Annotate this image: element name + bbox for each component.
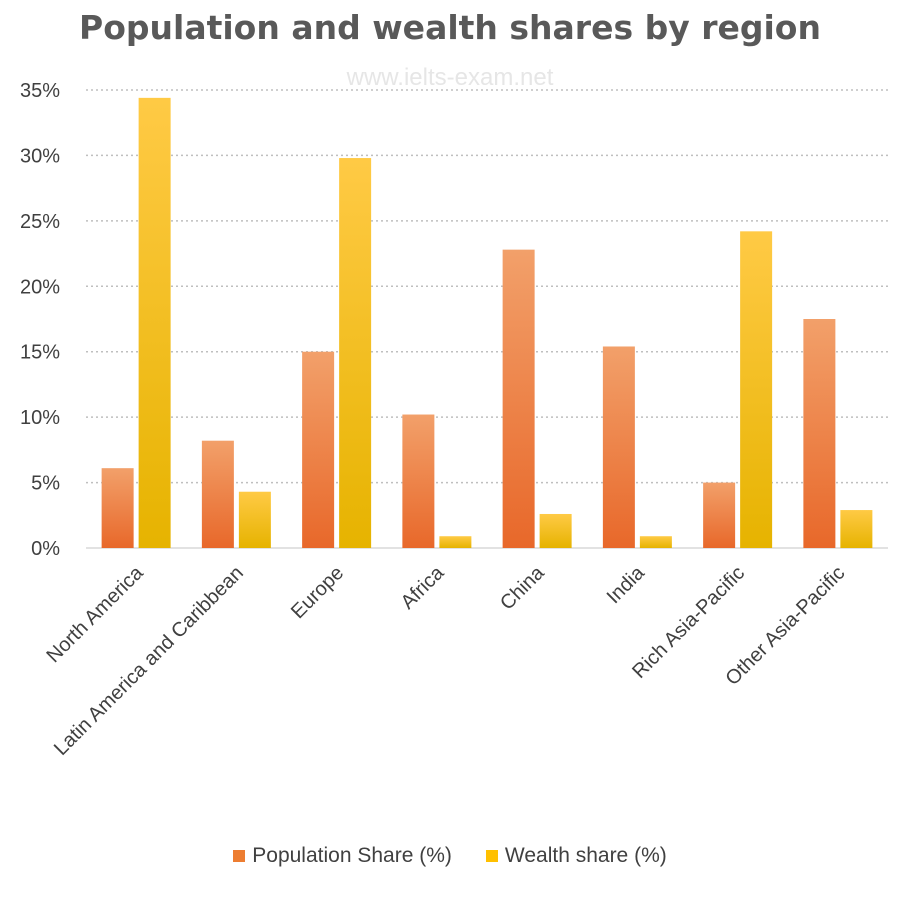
legend-swatch-wealth	[485, 850, 498, 862]
population-bar	[803, 319, 836, 548]
population-bar	[302, 351, 335, 548]
population-bar	[602, 346, 635, 548]
y-tick-label: 5%	[31, 473, 60, 495]
y-tick-label: 0%	[31, 538, 60, 560]
legend-item-population: Population Share (%)	[233, 844, 452, 868]
y-tick-label: 30%	[20, 145, 60, 167]
x-category-label: India	[603, 561, 650, 608]
legend-swatch-population	[233, 850, 246, 862]
population-bar	[502, 249, 535, 548]
legend-item-wealth: Wealth share (%)	[485, 844, 667, 868]
wealth-bar	[339, 158, 372, 548]
legend-label-wealth: Wealth share (%)	[504, 844, 667, 867]
wealth-bar	[840, 510, 873, 548]
y-tick-label: 25%	[20, 211, 60, 233]
y-tick-label: 20%	[20, 276, 60, 298]
wealth-bar	[539, 513, 572, 548]
chart-legend: Population Share (%) Wealth share (%)	[0, 844, 900, 868]
y-tick-label: 35%	[20, 80, 60, 102]
y-tick-label: 10%	[20, 407, 60, 429]
wealth-bar	[439, 536, 472, 548]
legend-label-population: Population Share (%)	[252, 844, 452, 867]
y-tick-label: 15%	[20, 342, 60, 364]
wealth-bar	[138, 97, 171, 548]
wealth-bar	[639, 536, 672, 548]
population-bar	[201, 440, 234, 548]
watermark-text: www.ielts-exam.net	[346, 64, 554, 91]
x-category-label: Africa	[397, 561, 449, 613]
population-bar	[402, 414, 435, 548]
wealth-bar	[238, 491, 271, 548]
population-bar	[101, 468, 134, 548]
wealth-bar	[740, 231, 773, 548]
x-category-label: China	[496, 561, 549, 614]
x-category-label: North America	[43, 561, 149, 667]
chart-title: Population and wealth shares by region	[79, 8, 821, 47]
population-bar	[703, 482, 736, 548]
x-category-label: Latin America and Caribbean	[50, 562, 248, 760]
x-category-label: Europe	[287, 562, 348, 623]
